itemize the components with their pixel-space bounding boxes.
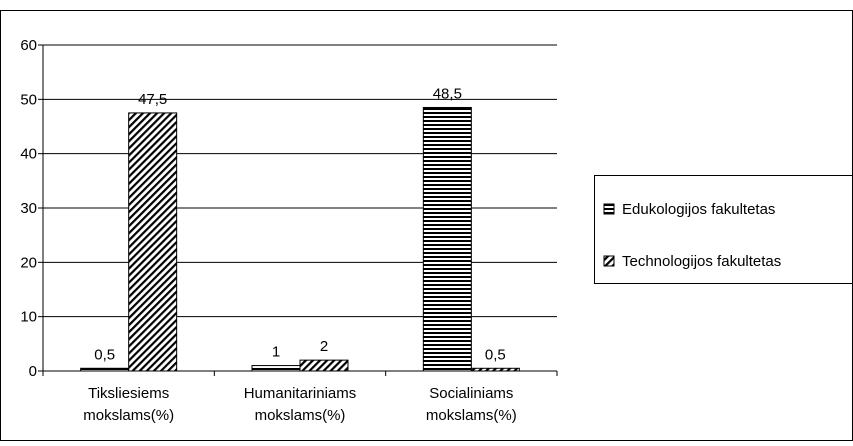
y-tick-label: 10: [20, 309, 37, 326]
y-tick-label: 60: [20, 37, 37, 54]
bar-diagonal-stripes: [299, 359, 349, 372]
data-label: 1: [272, 344, 280, 361]
y-tick-label: 0: [29, 363, 37, 380]
x-tick-label: Socialiniams: [429, 385, 513, 402]
legend-label: Edukologijos fakultetas: [622, 201, 775, 218]
legend-label: Technologijos fakultetas: [622, 253, 781, 270]
x-tick-label: mokslams(%): [255, 407, 346, 424]
x-tick-label: Tiksliesiems: [88, 385, 169, 402]
data-label: 47,5: [138, 91, 167, 108]
bar-horizontal-stripes: [422, 106, 472, 372]
data-label: 0,5: [485, 346, 506, 363]
bar-horizontal-stripes: [251, 365, 301, 372]
x-tick-label: Humanitariniams: [244, 385, 357, 402]
legend-swatch: [603, 255, 615, 267]
data-label: 2: [320, 338, 328, 355]
data-label: 48,5: [433, 85, 462, 102]
y-tick-label: 50: [20, 91, 37, 108]
y-tick-label: 40: [20, 146, 37, 163]
legend-swatch: [603, 203, 615, 215]
x-tick-label: mokslams(%): [426, 407, 517, 424]
y-tick-label: 30: [20, 200, 37, 217]
x-tick-label: mokslams(%): [83, 407, 174, 424]
bar-diagonal-stripes: [128, 112, 178, 372]
legend-box: [594, 175, 853, 284]
y-tick-label: 20: [20, 254, 37, 271]
data-label: 0,5: [94, 346, 115, 363]
